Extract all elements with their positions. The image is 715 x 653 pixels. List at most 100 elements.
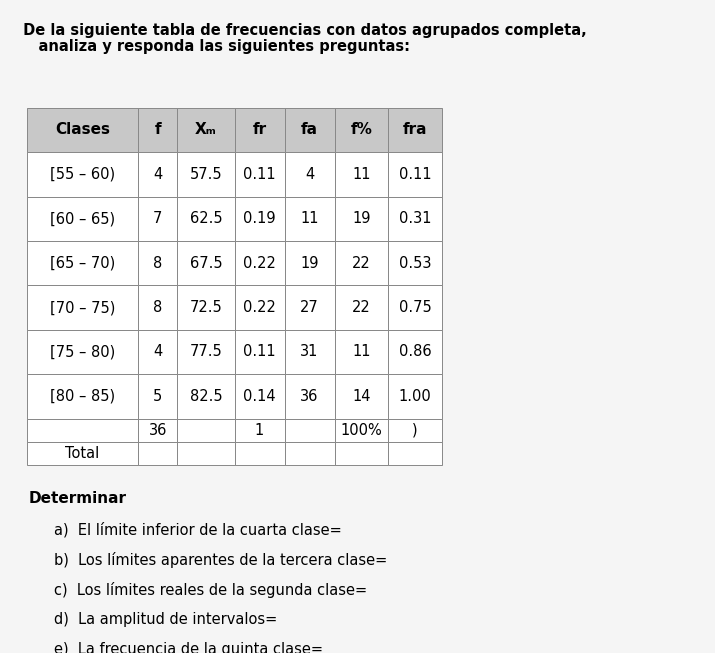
Text: [75 – 80): [75 – 80) (50, 345, 115, 359)
Text: [55 – 60): [55 – 60) (50, 167, 115, 182)
Bar (335, 285, 388, 330)
Text: 1: 1 (255, 422, 264, 438)
Bar (285, 419, 335, 441)
Text: 11: 11 (352, 345, 370, 359)
Text: 0.75: 0.75 (399, 300, 431, 315)
Text: e)  La frecuencia de la quinta clase=: e) La frecuencia de la quinta clase= (54, 643, 322, 653)
Text: Determinar: Determinar (29, 491, 127, 506)
Text: 62.5: 62.5 (189, 212, 222, 226)
Text: 0.53: 0.53 (399, 256, 431, 270)
Text: 4: 4 (153, 167, 162, 182)
Bar (235, 441, 285, 465)
Text: ): ) (413, 422, 418, 438)
Bar (235, 285, 285, 330)
Text: b)  Los límites aparentes de la tercera clase=: b) Los límites aparentes de la tercera c… (54, 552, 387, 568)
Text: De la siguiente tabla de frecuencias con datos agrupados completa,: De la siguiente tabla de frecuencias con… (18, 23, 586, 38)
Text: 14: 14 (352, 389, 370, 404)
Bar (27, 441, 138, 465)
Text: 0.11: 0.11 (243, 345, 276, 359)
Bar (285, 374, 335, 419)
Bar (285, 108, 335, 152)
Text: 11: 11 (352, 167, 370, 182)
Bar (138, 197, 177, 241)
Bar (235, 419, 285, 441)
Text: a)  El límite inferior de la cuarta clase=: a) El límite inferior de la cuarta clase… (54, 522, 341, 537)
Bar (388, 374, 442, 419)
Bar (177, 330, 235, 374)
Text: 22: 22 (352, 256, 371, 270)
Bar (138, 152, 177, 197)
Text: f%: f% (350, 123, 373, 137)
Text: 0.22: 0.22 (243, 300, 276, 315)
Bar (335, 330, 388, 374)
Bar (177, 419, 235, 441)
Bar (285, 241, 335, 285)
Bar (285, 152, 335, 197)
Text: 72.5: 72.5 (189, 300, 222, 315)
Bar (388, 152, 442, 197)
Bar (235, 108, 285, 152)
Bar (388, 330, 442, 374)
Text: 4: 4 (305, 167, 314, 182)
Text: [80 – 85): [80 – 85) (50, 389, 115, 404)
Text: 0.19: 0.19 (243, 212, 276, 226)
Bar (285, 441, 335, 465)
Bar (138, 330, 177, 374)
Bar (27, 374, 138, 419)
Bar (177, 108, 235, 152)
Bar (235, 330, 285, 374)
Text: 36: 36 (149, 422, 167, 438)
Text: 100%: 100% (340, 422, 383, 438)
Bar (335, 108, 388, 152)
Bar (138, 374, 177, 419)
Text: 0.86: 0.86 (399, 345, 431, 359)
Text: analiza y responda las siguientes preguntas:: analiza y responda las siguientes pregun… (18, 39, 410, 54)
Bar (27, 197, 138, 241)
Text: 0.31: 0.31 (399, 212, 431, 226)
Bar (235, 152, 285, 197)
Text: 19: 19 (300, 256, 319, 270)
Bar (335, 197, 388, 241)
Bar (27, 152, 138, 197)
Text: 7: 7 (153, 212, 162, 226)
Bar (285, 330, 335, 374)
Text: Xₘ: Xₘ (195, 123, 217, 137)
Text: 27: 27 (300, 300, 319, 315)
Text: 0.11: 0.11 (399, 167, 431, 182)
Bar (138, 441, 177, 465)
Text: 67.5: 67.5 (189, 256, 222, 270)
Bar (138, 241, 177, 285)
Text: [70 – 75): [70 – 75) (50, 300, 115, 315)
Text: 77.5: 77.5 (189, 345, 222, 359)
Bar (388, 441, 442, 465)
Text: [60 – 65): [60 – 65) (50, 212, 115, 226)
Bar (177, 241, 235, 285)
Bar (27, 330, 138, 374)
Bar (138, 285, 177, 330)
Text: fr: fr (252, 123, 267, 137)
Text: Total: Total (66, 446, 99, 461)
Text: [65 – 70): [65 – 70) (50, 256, 115, 270)
Bar (27, 108, 138, 152)
Text: 11: 11 (300, 212, 319, 226)
Bar (27, 419, 138, 441)
Bar (335, 441, 388, 465)
Bar (388, 197, 442, 241)
Bar (235, 197, 285, 241)
Bar (285, 197, 335, 241)
Bar (388, 285, 442, 330)
Bar (177, 197, 235, 241)
Bar (235, 374, 285, 419)
Bar (27, 285, 138, 330)
Bar (388, 108, 442, 152)
Text: fa: fa (301, 123, 318, 137)
Text: 82.5: 82.5 (189, 389, 222, 404)
Bar (138, 419, 177, 441)
Bar (285, 285, 335, 330)
Bar (388, 419, 442, 441)
Text: 31: 31 (300, 345, 319, 359)
Text: 36: 36 (300, 389, 319, 404)
Text: c)  Los límites reales de la segunda clase=: c) Los límites reales de la segunda clas… (54, 582, 367, 598)
Text: 22: 22 (352, 300, 371, 315)
Text: 0.22: 0.22 (243, 256, 276, 270)
